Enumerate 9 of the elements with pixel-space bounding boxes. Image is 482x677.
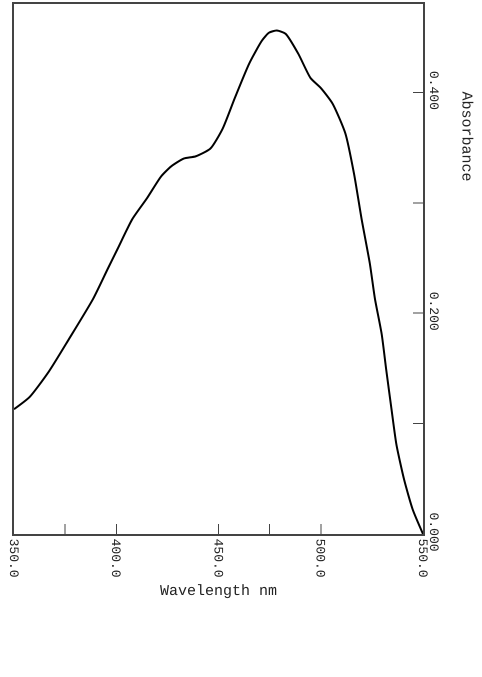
x-axis-title: Wavelength nm bbox=[160, 583, 278, 600]
x-tick-label: 400.0 bbox=[108, 538, 124, 578]
x-tick-label: 350.0 bbox=[6, 538, 21, 578]
y-tick-label: 0.200 bbox=[426, 292, 442, 331]
y-axis-title: Absorbance bbox=[458, 92, 474, 182]
y-tick-label: 0.400 bbox=[426, 70, 442, 110]
line-series bbox=[14, 30, 423, 534]
x-tick-label: 450.0 bbox=[210, 538, 226, 578]
x-tick-label: 500.0 bbox=[312, 538, 328, 578]
